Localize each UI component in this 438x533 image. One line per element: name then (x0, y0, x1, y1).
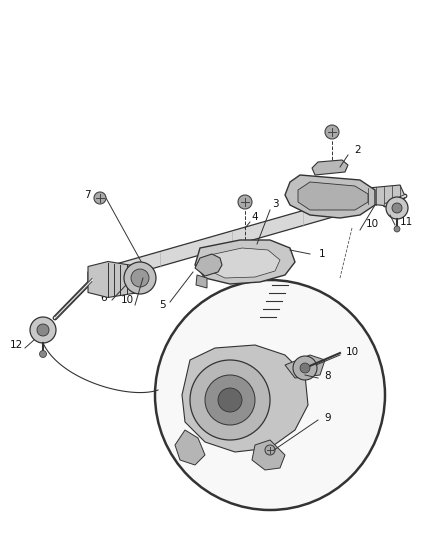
Text: 9: 9 (325, 413, 331, 423)
Circle shape (155, 280, 385, 510)
Circle shape (265, 445, 275, 455)
Text: 8: 8 (325, 371, 331, 381)
Circle shape (218, 388, 242, 412)
Polygon shape (195, 240, 295, 284)
Circle shape (394, 226, 400, 232)
Polygon shape (312, 160, 348, 175)
Text: 7: 7 (84, 190, 90, 200)
Polygon shape (196, 275, 207, 288)
Text: 2: 2 (355, 145, 361, 155)
Polygon shape (88, 190, 375, 287)
Text: 12: 12 (9, 340, 23, 350)
Circle shape (293, 356, 317, 380)
Text: 3: 3 (272, 199, 278, 209)
Circle shape (205, 375, 255, 425)
Text: 10: 10 (346, 347, 359, 357)
Circle shape (37, 324, 49, 336)
Circle shape (386, 197, 408, 219)
Circle shape (190, 360, 270, 440)
Text: 4: 4 (252, 212, 258, 222)
Polygon shape (182, 345, 308, 452)
Circle shape (30, 317, 56, 343)
Circle shape (124, 262, 156, 294)
Text: 6: 6 (101, 293, 107, 303)
Circle shape (300, 363, 310, 373)
Text: 11: 11 (399, 217, 413, 227)
Circle shape (94, 192, 106, 204)
Circle shape (39, 351, 46, 358)
Polygon shape (195, 254, 222, 276)
Polygon shape (208, 248, 280, 278)
Polygon shape (298, 182, 368, 210)
Text: 10: 10 (120, 295, 134, 305)
Polygon shape (88, 262, 145, 297)
Polygon shape (175, 430, 205, 465)
Circle shape (238, 195, 252, 209)
Text: 1: 1 (319, 249, 325, 259)
Circle shape (131, 269, 149, 287)
Circle shape (392, 203, 402, 213)
Text: 10: 10 (365, 219, 378, 229)
Circle shape (325, 125, 339, 139)
Polygon shape (252, 440, 285, 470)
Polygon shape (285, 355, 325, 378)
Text: 5: 5 (159, 300, 165, 310)
Polygon shape (368, 185, 405, 207)
Polygon shape (285, 175, 375, 218)
